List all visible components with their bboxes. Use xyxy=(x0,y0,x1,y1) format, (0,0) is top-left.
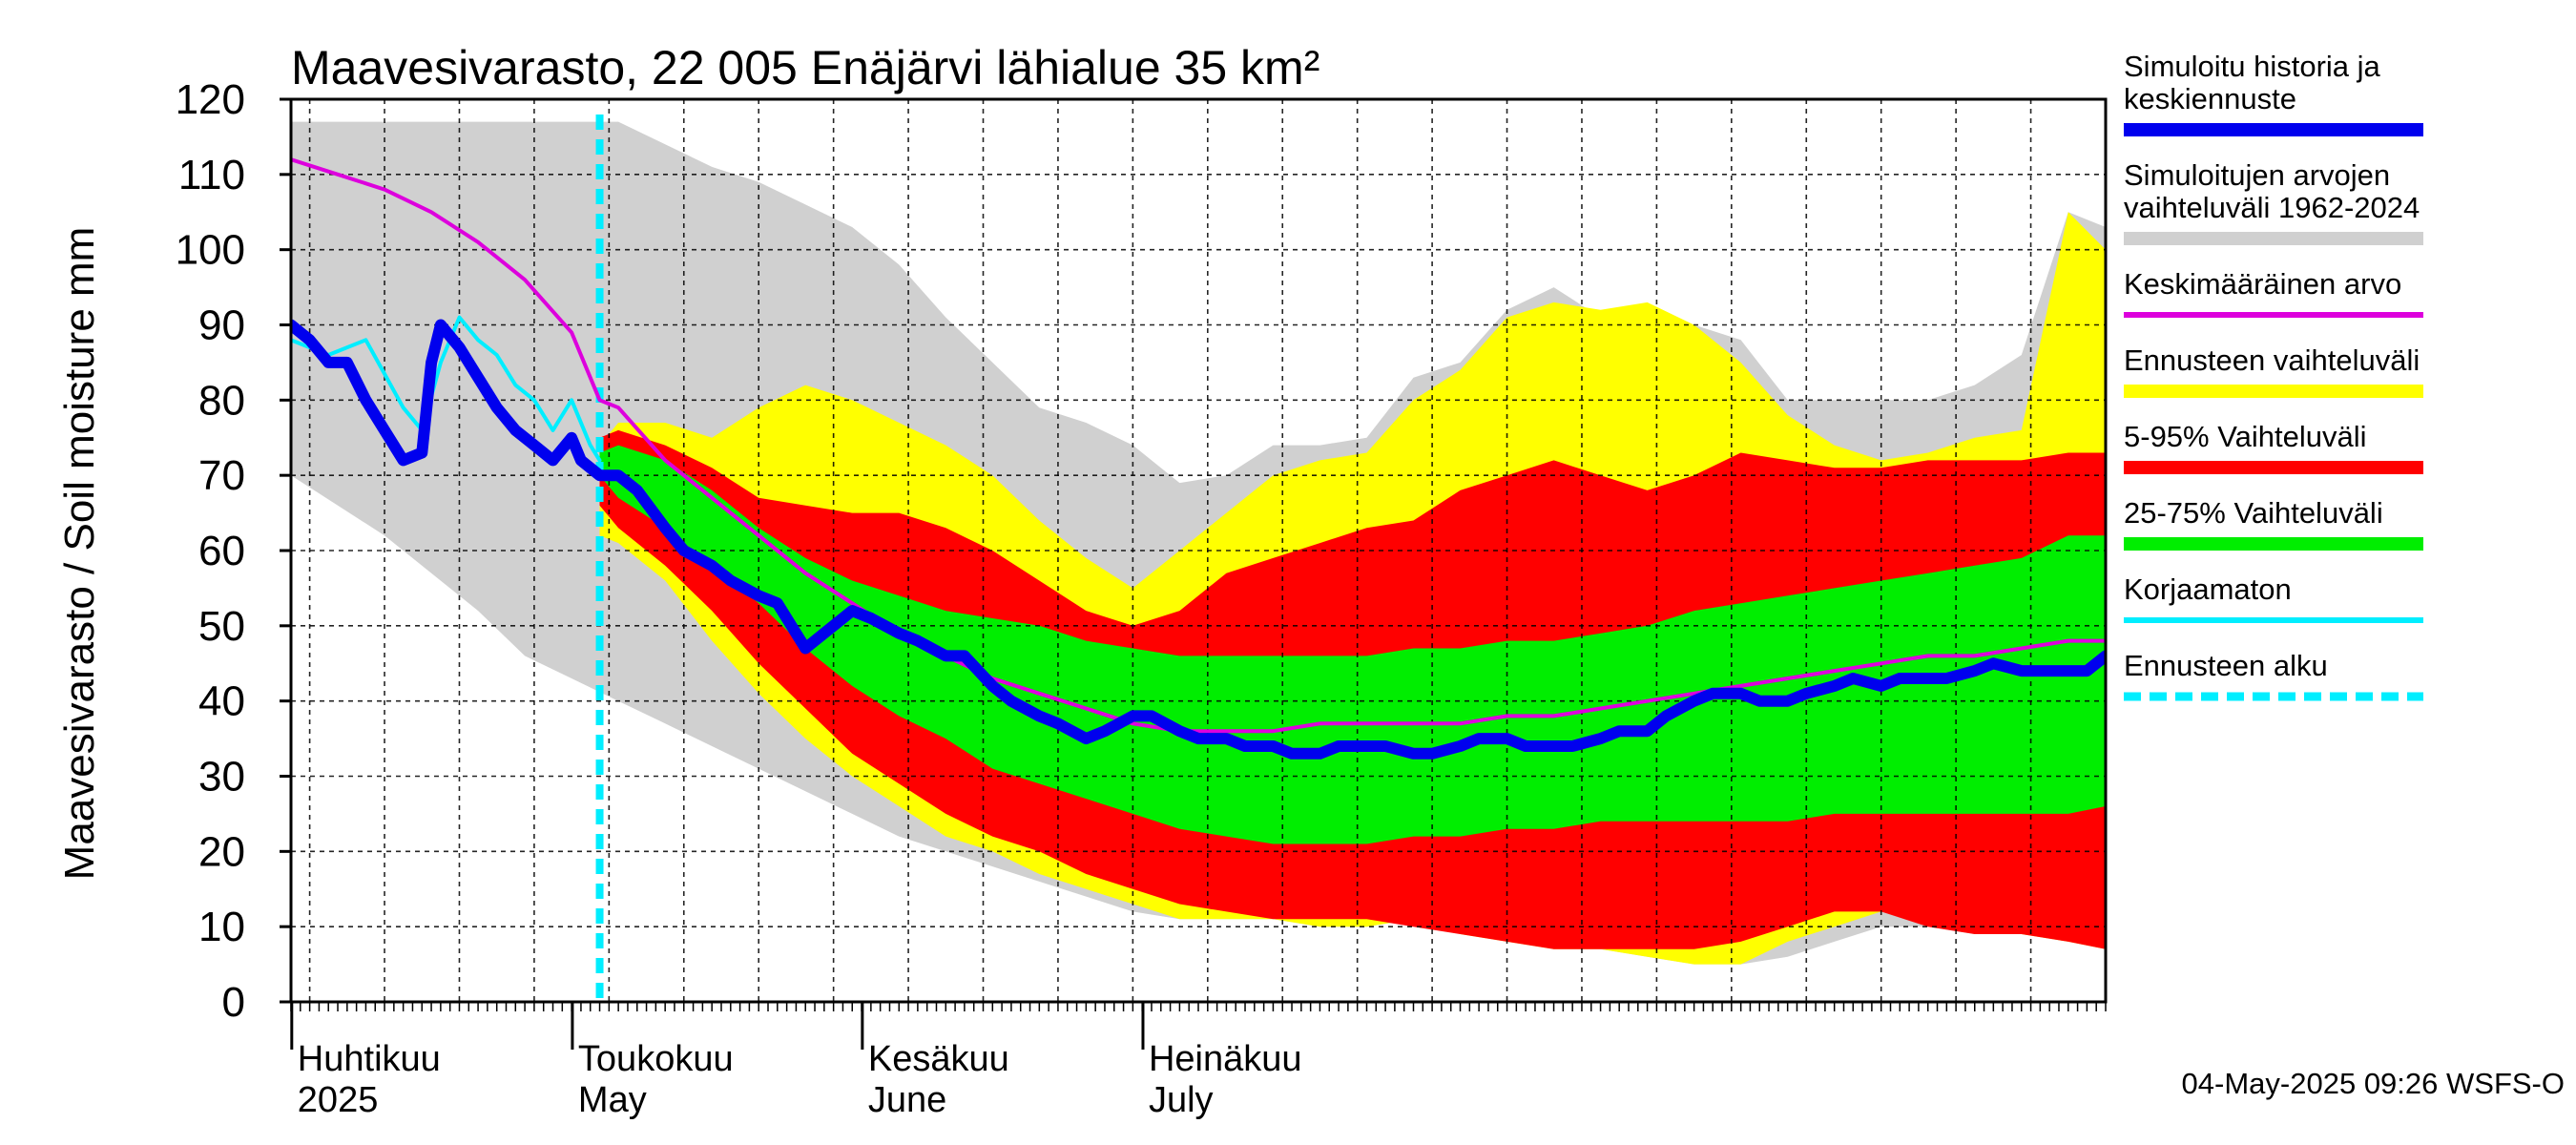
month-label-fi: Toukokuu xyxy=(578,1039,734,1079)
y-tick-label: 120 xyxy=(176,76,245,123)
y-tick-label: 20 xyxy=(198,828,245,875)
legend-label-simuloitu-historia-ja-keskiennuste: Simuloitu historia ja keskiennuste xyxy=(2124,50,2381,115)
y-axis-ticks: 0 10 20 30 40 50 60 70 80 90 100 110 120 xyxy=(176,76,291,1026)
y-axis-label: Maavesivarasto / Soil moisture mm xyxy=(56,227,103,881)
y-tick-label: 10 xyxy=(198,904,245,950)
month-label-en: May xyxy=(578,1080,647,1120)
chart-title: Maavesivarasto, 22 005 Enäjärvi lähialue… xyxy=(291,41,1319,94)
range-bands xyxy=(291,121,2106,965)
y-tick-label: 80 xyxy=(198,377,245,424)
month-label-en: June xyxy=(868,1080,946,1120)
legend-label-simuloitujen-arvojen-vaihteluvali-1962-2024: Simuloitujen arvojen vaihteluväli 1962-20… xyxy=(2124,158,2420,224)
legend-label-ennusteen-vaihteluvali: Ennusteen vaihteluväli xyxy=(2124,344,2420,377)
month-label-fi: Huhtikuu xyxy=(298,1039,441,1079)
y-tick-label: 60 xyxy=(198,528,245,574)
month-label-fi: Heinäkuu xyxy=(1149,1039,1302,1079)
month-label-fi: Kesäkuu xyxy=(868,1039,1009,1079)
legend: Simuloitu historia ja keskiennuste Simuloi… xyxy=(2124,50,2423,701)
y-tick-label: 90 xyxy=(198,302,245,349)
y-tick-label: 100 xyxy=(176,227,245,274)
line-simuloitu-historia-ja-keskiennuste xyxy=(291,319,2106,760)
y-tick-label: 70 xyxy=(198,452,245,499)
y-tick-label: 40 xyxy=(198,678,245,725)
y-tick-label: 0 xyxy=(222,979,245,1026)
legend-label-keskimaarainen-arvo: Keskimääräinen arvo xyxy=(2124,267,2401,301)
y-tick-label: 50 xyxy=(198,603,245,650)
legend-label-25-75-vaihteluvali: 25-75% Vaihteluväli xyxy=(2124,496,2383,530)
legend-label-ennusteen-alku: Ennusteen alku xyxy=(2124,649,2328,682)
y-tick-label: 110 xyxy=(178,152,245,198)
month-label-en: July xyxy=(1149,1080,1214,1120)
series-lines xyxy=(291,157,2106,760)
grid xyxy=(291,98,2106,1002)
band-25-75-vaihteluvali xyxy=(599,445,2106,844)
line-korjaamaton xyxy=(291,315,602,463)
month-label-en: 2025 xyxy=(298,1080,379,1120)
footer-timestamp: 04-May-2025 09:26 WSFS-O xyxy=(2182,1067,2565,1100)
legend-label-korjaamaton: Korjaamaton xyxy=(2124,572,2292,606)
legend-label-5-95-vaihteluvali: 5-95% Vaihteluväli xyxy=(2124,420,2366,453)
y-tick-label: 30 xyxy=(198,754,245,801)
